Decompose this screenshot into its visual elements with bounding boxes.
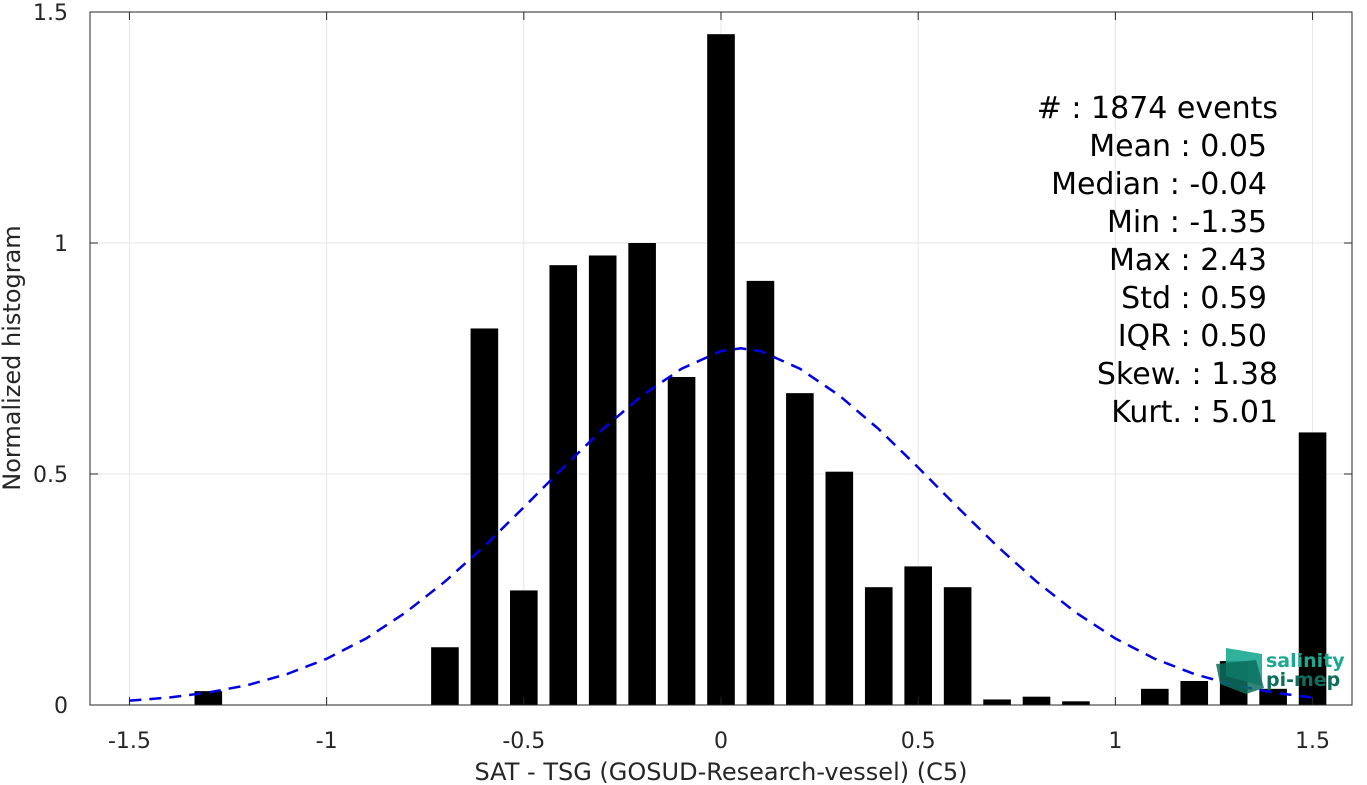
histogram-bar bbox=[786, 393, 814, 705]
x-tick-label: -1 bbox=[316, 729, 338, 754]
histogram-bar bbox=[983, 699, 1011, 705]
x-tick-label: 1 bbox=[1108, 729, 1122, 754]
x-tick-labels: -1.5 -1 -0.5 0 0.5 1 1.5 bbox=[108, 729, 1330, 754]
y-axis-label: Normalized histogram bbox=[0, 225, 26, 490]
y-tick-label: 1 bbox=[54, 232, 68, 257]
stat-min: Min : -1.35 bbox=[1107, 205, 1267, 240]
logo-shape-dark bbox=[1216, 660, 1264, 694]
stat-std: Std : 0.59 bbox=[1121, 281, 1267, 316]
x-tick-label: 0.5 bbox=[901, 729, 936, 754]
histogram-bar bbox=[864, 587, 893, 705]
histogram-bar bbox=[707, 34, 735, 705]
histogram-bar bbox=[549, 265, 578, 705]
stat-events: # : 1874 events bbox=[1037, 91, 1278, 126]
histogram-bar bbox=[470, 328, 499, 705]
stat-iqr: IQR : 0.50 bbox=[1118, 319, 1267, 354]
histogram-bar bbox=[1141, 688, 1169, 705]
histogram-bar bbox=[825, 471, 854, 705]
histogram-bar bbox=[1298, 432, 1327, 705]
y-tick-label: 0 bbox=[54, 694, 68, 719]
stat-kurt: Kurt. : 5.01 bbox=[1111, 395, 1278, 430]
x-tick-label: 0 bbox=[714, 729, 728, 754]
histogram-bar bbox=[1062, 701, 1090, 705]
x-axis-label: SAT - TSG (GOSUD-Research-vessel) (C5) bbox=[475, 758, 968, 785]
stat-mean: Mean : 0.05 bbox=[1089, 129, 1267, 164]
stats-box: # : 1874 events Mean : 0.05 Median : -0.… bbox=[1037, 91, 1278, 430]
logo-line1: salinity bbox=[1266, 650, 1345, 672]
stat-skew: Skew. : 1.38 bbox=[1097, 357, 1278, 392]
histogram-bar bbox=[431, 647, 459, 705]
histogram-bar bbox=[628, 243, 656, 705]
y-tick-label: 0.5 bbox=[33, 463, 68, 488]
histogram-bar bbox=[194, 691, 223, 705]
logo-line2: pi-mep bbox=[1266, 669, 1340, 691]
normal-fit-curve bbox=[129, 347, 1313, 702]
x-tick-label: 1.5 bbox=[1295, 729, 1330, 754]
x-tick-label: -0.5 bbox=[502, 729, 545, 754]
axis-ticks bbox=[90, 11, 1352, 706]
histogram-bar bbox=[1022, 696, 1051, 705]
histogram-bar bbox=[667, 376, 696, 705]
histogram-bar bbox=[943, 587, 972, 705]
salinity-pi-mep-logo: salinity pi-mep bbox=[1216, 648, 1345, 694]
histogram-bar bbox=[510, 590, 538, 705]
y-tick-label: 1.5 bbox=[33, 1, 68, 26]
x-tick-label: -1.5 bbox=[108, 729, 151, 754]
y-tick-labels: 0 0.5 1 1.5 bbox=[33, 1, 68, 719]
histogram-bar bbox=[1180, 680, 1209, 705]
stat-max: Max : 2.43 bbox=[1109, 243, 1267, 278]
histogram-bar bbox=[904, 566, 932, 705]
histogram-bar bbox=[746, 280, 775, 705]
stat-median: Median : -0.04 bbox=[1051, 167, 1267, 202]
histogram-bar bbox=[588, 255, 617, 705]
